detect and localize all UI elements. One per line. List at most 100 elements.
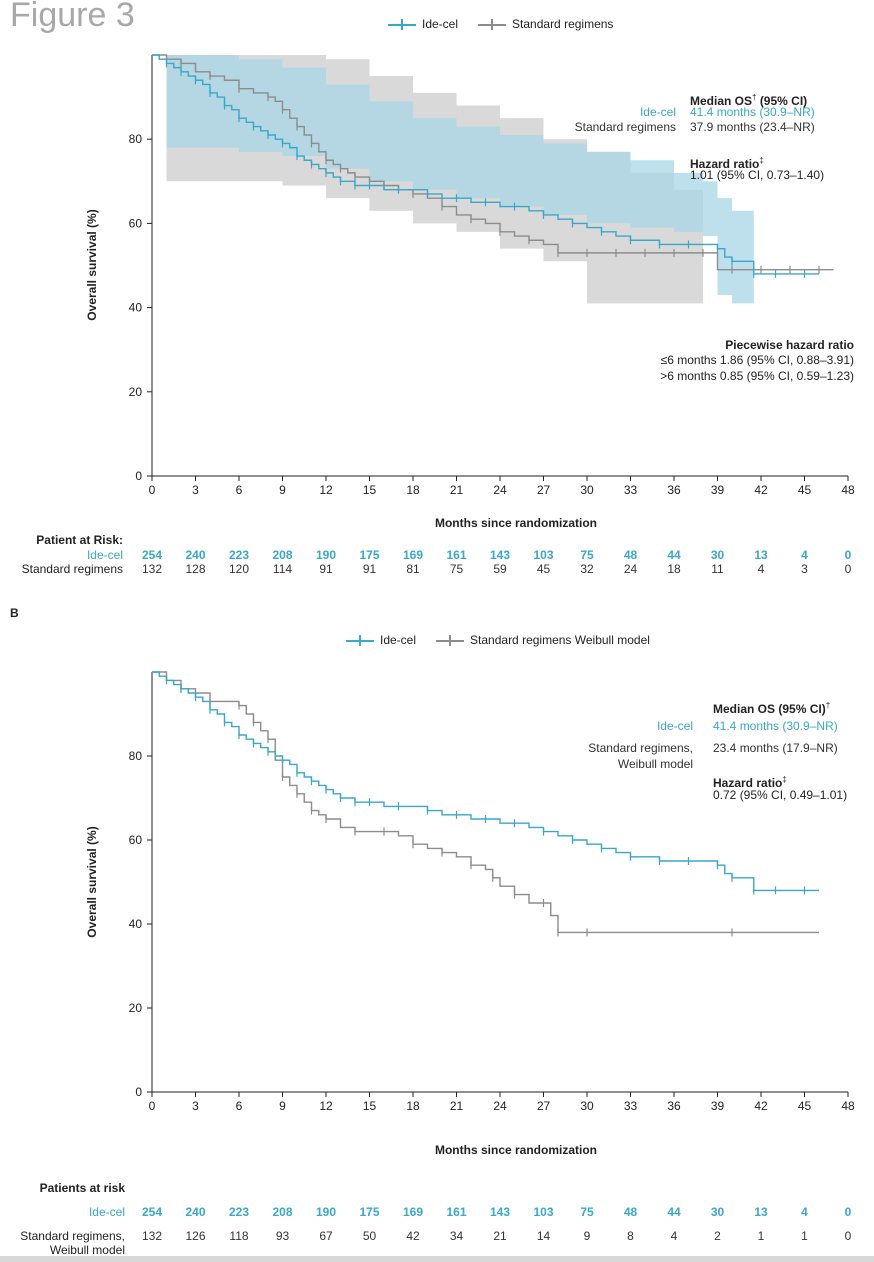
risk-count-ide-cel: 240 [185,1205,206,1219]
panel-b-label: B [10,606,19,620]
hazard-b-mark: ‡ [782,775,787,784]
panel-b-risk-std-label1: Standard regimens, [20,1229,125,1243]
risk-count-ide-cel: 13 [754,548,768,562]
panel-b-median-std-label2: Weibull model [617,757,693,771]
x-tick-label: 24 [493,1099,507,1113]
risk-count-standard: 120 [228,562,250,576]
risk-count-ide-cel: 103 [533,548,554,562]
risk-count-standard: 50 [362,1229,377,1243]
median-b-heading-mark: † [825,701,831,710]
legend-a-std-swatch [478,18,507,30]
risk-count-ide-cel: 143 [489,1205,511,1219]
risk-count-ide-cel: 223 [228,1205,250,1219]
y-tick-label: 60 [129,833,143,847]
risk-count-ide-cel: 254 [141,1205,163,1219]
risk-count-standard: 45 [536,562,551,576]
risk-count-standard: 3 [801,562,808,576]
panel-b-median-std-value: 23.4 months (17.9–NR) [713,741,838,755]
x-tick-label: 12 [319,1099,333,1113]
risk-count-ide-cel: 75 [580,548,594,562]
risk-count-ide-cel: 44 [667,548,681,562]
x-tick-label: 42 [754,1099,768,1113]
risk-count-standard: 4 [757,562,765,576]
risk-count-ide-cel: 208 [272,548,293,562]
panel-a-median-std-label: Standard regimens [574,120,676,134]
risk-count-ide-cel: 208 [272,1205,293,1219]
x-tick-label: 33 [624,1099,638,1113]
risk-count-standard: 118 [229,1229,249,1243]
x-tick-label: 9 [279,1099,286,1113]
x-tick-label: 9 [279,483,286,497]
panel-b-risk-std-label2: Weibull model [49,1243,125,1257]
x-tick-label: 42 [754,483,768,497]
panel-a-hazard-value: 1.01 (95% CI, 0.73–1.40) [690,168,825,182]
risk-count-standard: 0 [844,562,852,576]
risk-count-ide-cel: 161 [446,1205,467,1219]
ci-band-ide-cel [166,55,754,308]
panel-b-hazard-heading: Hazard ratio‡ [713,772,787,791]
risk-count-ide-cel: 103 [533,1205,554,1219]
x-tick-label: 6 [236,483,243,497]
risk-count-ide-cel: 190 [315,1205,337,1219]
x-tick-label: 3 [192,483,199,497]
median-heading-ci: (95% CI) [759,94,808,108]
risk-count-ide-cel: 13 [754,1205,768,1219]
risk-count-standard: 67 [319,1229,333,1243]
risk-count-ide-cel: 190 [315,548,337,562]
panel-a-median-ide-value: 41.4 months (30.9–NR) [690,105,815,119]
risk-count-ide-cel: 0 [844,548,852,562]
risk-count-standard: 14 [536,1229,551,1243]
x-tick-label: 15 [363,483,377,497]
legend-b-ide-label: Ide-cel [380,633,417,647]
panel-b-risk-heading: Patients at risk [39,1181,125,1195]
x-tick-label: 18 [406,483,420,497]
hazard-b-heading-text: Hazard ratio [713,776,783,790]
panel-a-risk-std-label: Standard regimens [21,562,123,576]
risk-count-standard: 91 [362,562,377,576]
risk-count-standard: 75 [449,562,464,576]
x-tick-label: 33 [624,483,638,497]
legend-a: Ide-cel Standard regimens [388,17,627,31]
x-tick-label: 36 [667,1099,681,1113]
x-tick-label: 0 [149,1099,156,1113]
risk-count-standard: 126 [185,1229,206,1243]
hazard-mark: ‡ [759,156,764,165]
risk-count-ide-cel: 161 [446,548,467,562]
x-axis-label: Months since randomization [435,516,597,530]
y-axis-label: Overall survival (%) [85,209,99,320]
risk-count-ide-cel: 240 [185,548,206,562]
series-line-ide-cel [152,54,819,275]
risk-count-standard: 59 [493,562,507,576]
risk-count-ide-cel: 0 [844,1205,852,1219]
y-tick-label: 40 [129,301,143,315]
risk-count-standard: 2 [714,1229,721,1243]
legend-a-ide-label: Ide-cel [422,17,459,31]
panel-a-risk-heading: Patient at Risk: [36,533,123,547]
risk-count-standard: 21 [493,1229,507,1243]
x-tick-label: 21 [450,1099,464,1113]
x-tick-label: 45 [798,483,812,497]
risk-count-standard: 32 [580,562,594,576]
panel-a-hazard-heading: Hazard ratio‡ [690,153,764,172]
x-tick-label: 27 [537,1099,551,1113]
panel-b-plot: 0 3 6 9 12 15 18 21 24 27 30 33 36 39 42 45 48020406080O… [85,671,855,1157]
risk-count-standard: 24 [623,562,638,576]
y-tick-label: 0 [135,469,142,483]
risk-count-ide-cel: 4 [801,548,808,562]
hazard-heading-text: Hazard ratio [690,157,760,171]
risk-count-standard: 91 [319,562,333,576]
y-tick-label: 80 [129,749,143,763]
panel-a-piecewise-line1: ≤6 months 1.86 (95% CI, 0.88–3.91) [660,353,854,367]
risk-count-standard: 0 [844,1229,852,1243]
risk-count-ide-cel: 30 [710,1205,725,1219]
risk-count-ide-cel: 254 [141,548,163,562]
risk-count-ide-cel: 4 [801,1205,808,1219]
risk-count-ide-cel: 169 [402,548,424,562]
median-b-heading-text: Median OS (95% CI) [713,702,826,716]
risk-count-standard: 93 [275,1229,290,1243]
x-tick-label: 30 [580,1099,594,1113]
legend-a-ide: Ide-cel [388,17,458,31]
y-tick-label: 20 [129,385,143,399]
legend-b-std-swatch [436,634,465,646]
x-tick-label: 36 [667,483,681,497]
